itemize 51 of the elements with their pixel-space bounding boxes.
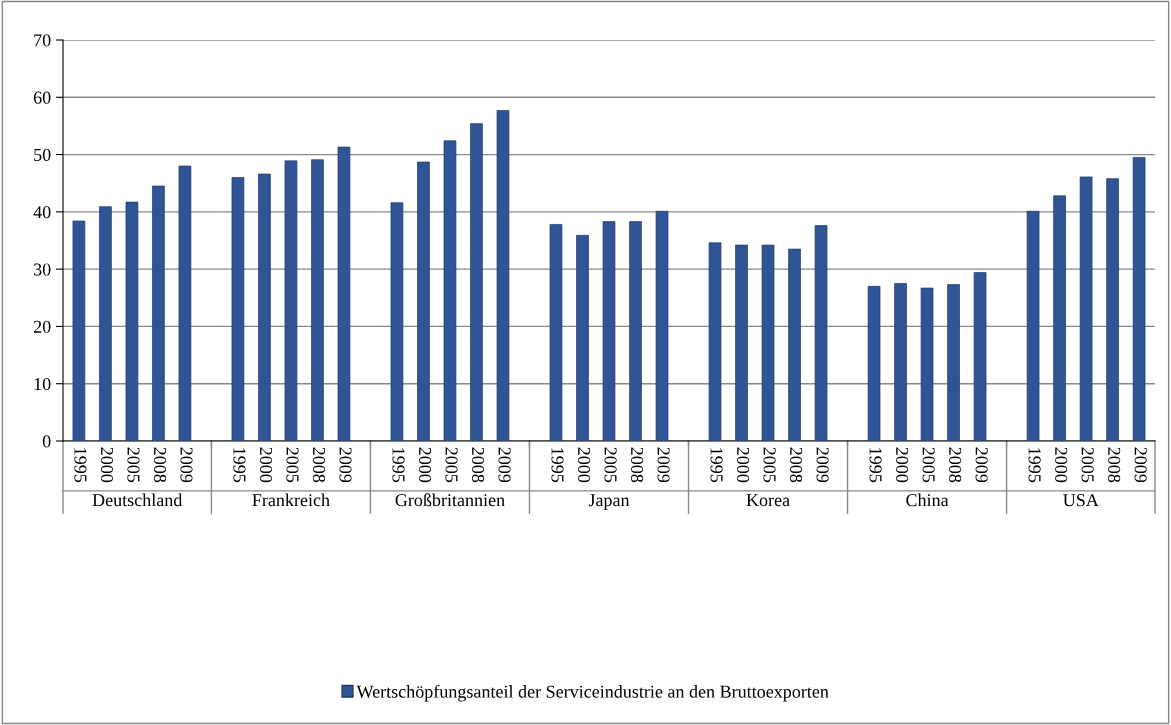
text: Korea (746, 494, 790, 507)
x-tick-label: 2005 (922, 447, 935, 483)
x-tick-label: 2005 (1081, 447, 1094, 483)
x-tick-label: 2000 (259, 447, 273, 483)
x-tick-label: 1995 (74, 448, 87, 483)
text: Deutschland (92, 493, 183, 507)
x-tick-label: 2000 (896, 447, 909, 483)
x-tick-label: 2000 (577, 447, 591, 483)
text: China (906, 493, 949, 507)
x-tick-label: 2009 (180, 447, 193, 483)
text: Frankreich (252, 493, 330, 507)
y-tick-label: 0 (42, 435, 51, 448)
x-tick-label: 1995 (869, 448, 882, 483)
y-tick-label: 40 (33, 206, 51, 219)
x-tick-label: 2008 (312, 447, 326, 483)
legend-label: Wertschöpfungsanteil der Serviceindustrie an den Bruttoexporten (356, 684, 829, 702)
x-tick-label: 1995 (551, 448, 564, 483)
x-tick-label: 2005 (127, 447, 140, 483)
y-tick-label: 10 (34, 377, 51, 391)
x-tick-label: 2000 (418, 447, 432, 483)
x-tick-label: 2000 (100, 447, 114, 483)
x-tick-label: 2009 (1134, 447, 1147, 483)
x-tick-label: 2009 (657, 447, 670, 483)
x-tick-label: 2008 (1108, 447, 1121, 483)
x-tick-label: 2000 (1055, 447, 1068, 483)
x-tick-label: 2008 (471, 447, 485, 483)
x-tick-label: 1995 (1028, 448, 1041, 483)
x-tick-label: 2009 (975, 447, 988, 483)
x-tick-label: 1995 (392, 448, 405, 483)
x-tick-label: 2009 (498, 447, 511, 483)
y-tick-label: 60 (33, 91, 51, 104)
x-tick-label: 2008 (153, 447, 167, 483)
x-tick-label: 2005 (445, 447, 458, 483)
y-tick-label: 30 (34, 263, 51, 276)
y-tick-label: 50 (34, 148, 51, 162)
y-tick-label: 70 (34, 34, 51, 47)
text: Großbritannien (395, 493, 505, 507)
x-tick-label: 2009 (816, 447, 829, 483)
x-tick-label: 2000 (737, 447, 750, 483)
text: USA (1063, 494, 1099, 507)
x-tick-label: 2008 (630, 447, 644, 483)
x-tick-label: 1995 (710, 448, 723, 483)
x-tick-label: 2008 (949, 447, 962, 483)
y-tick-label: 20 (33, 320, 51, 333)
x-tick-label: 2005 (763, 447, 776, 483)
x-tick-label: 1995 (233, 448, 246, 483)
x-tick-label: 2005 (286, 447, 299, 483)
x-tick-label: 2008 (790, 447, 803, 483)
x-tick-label: 2005 (604, 447, 617, 483)
text: Japan (588, 494, 630, 510)
x-tick-label: 2009 (339, 447, 352, 483)
